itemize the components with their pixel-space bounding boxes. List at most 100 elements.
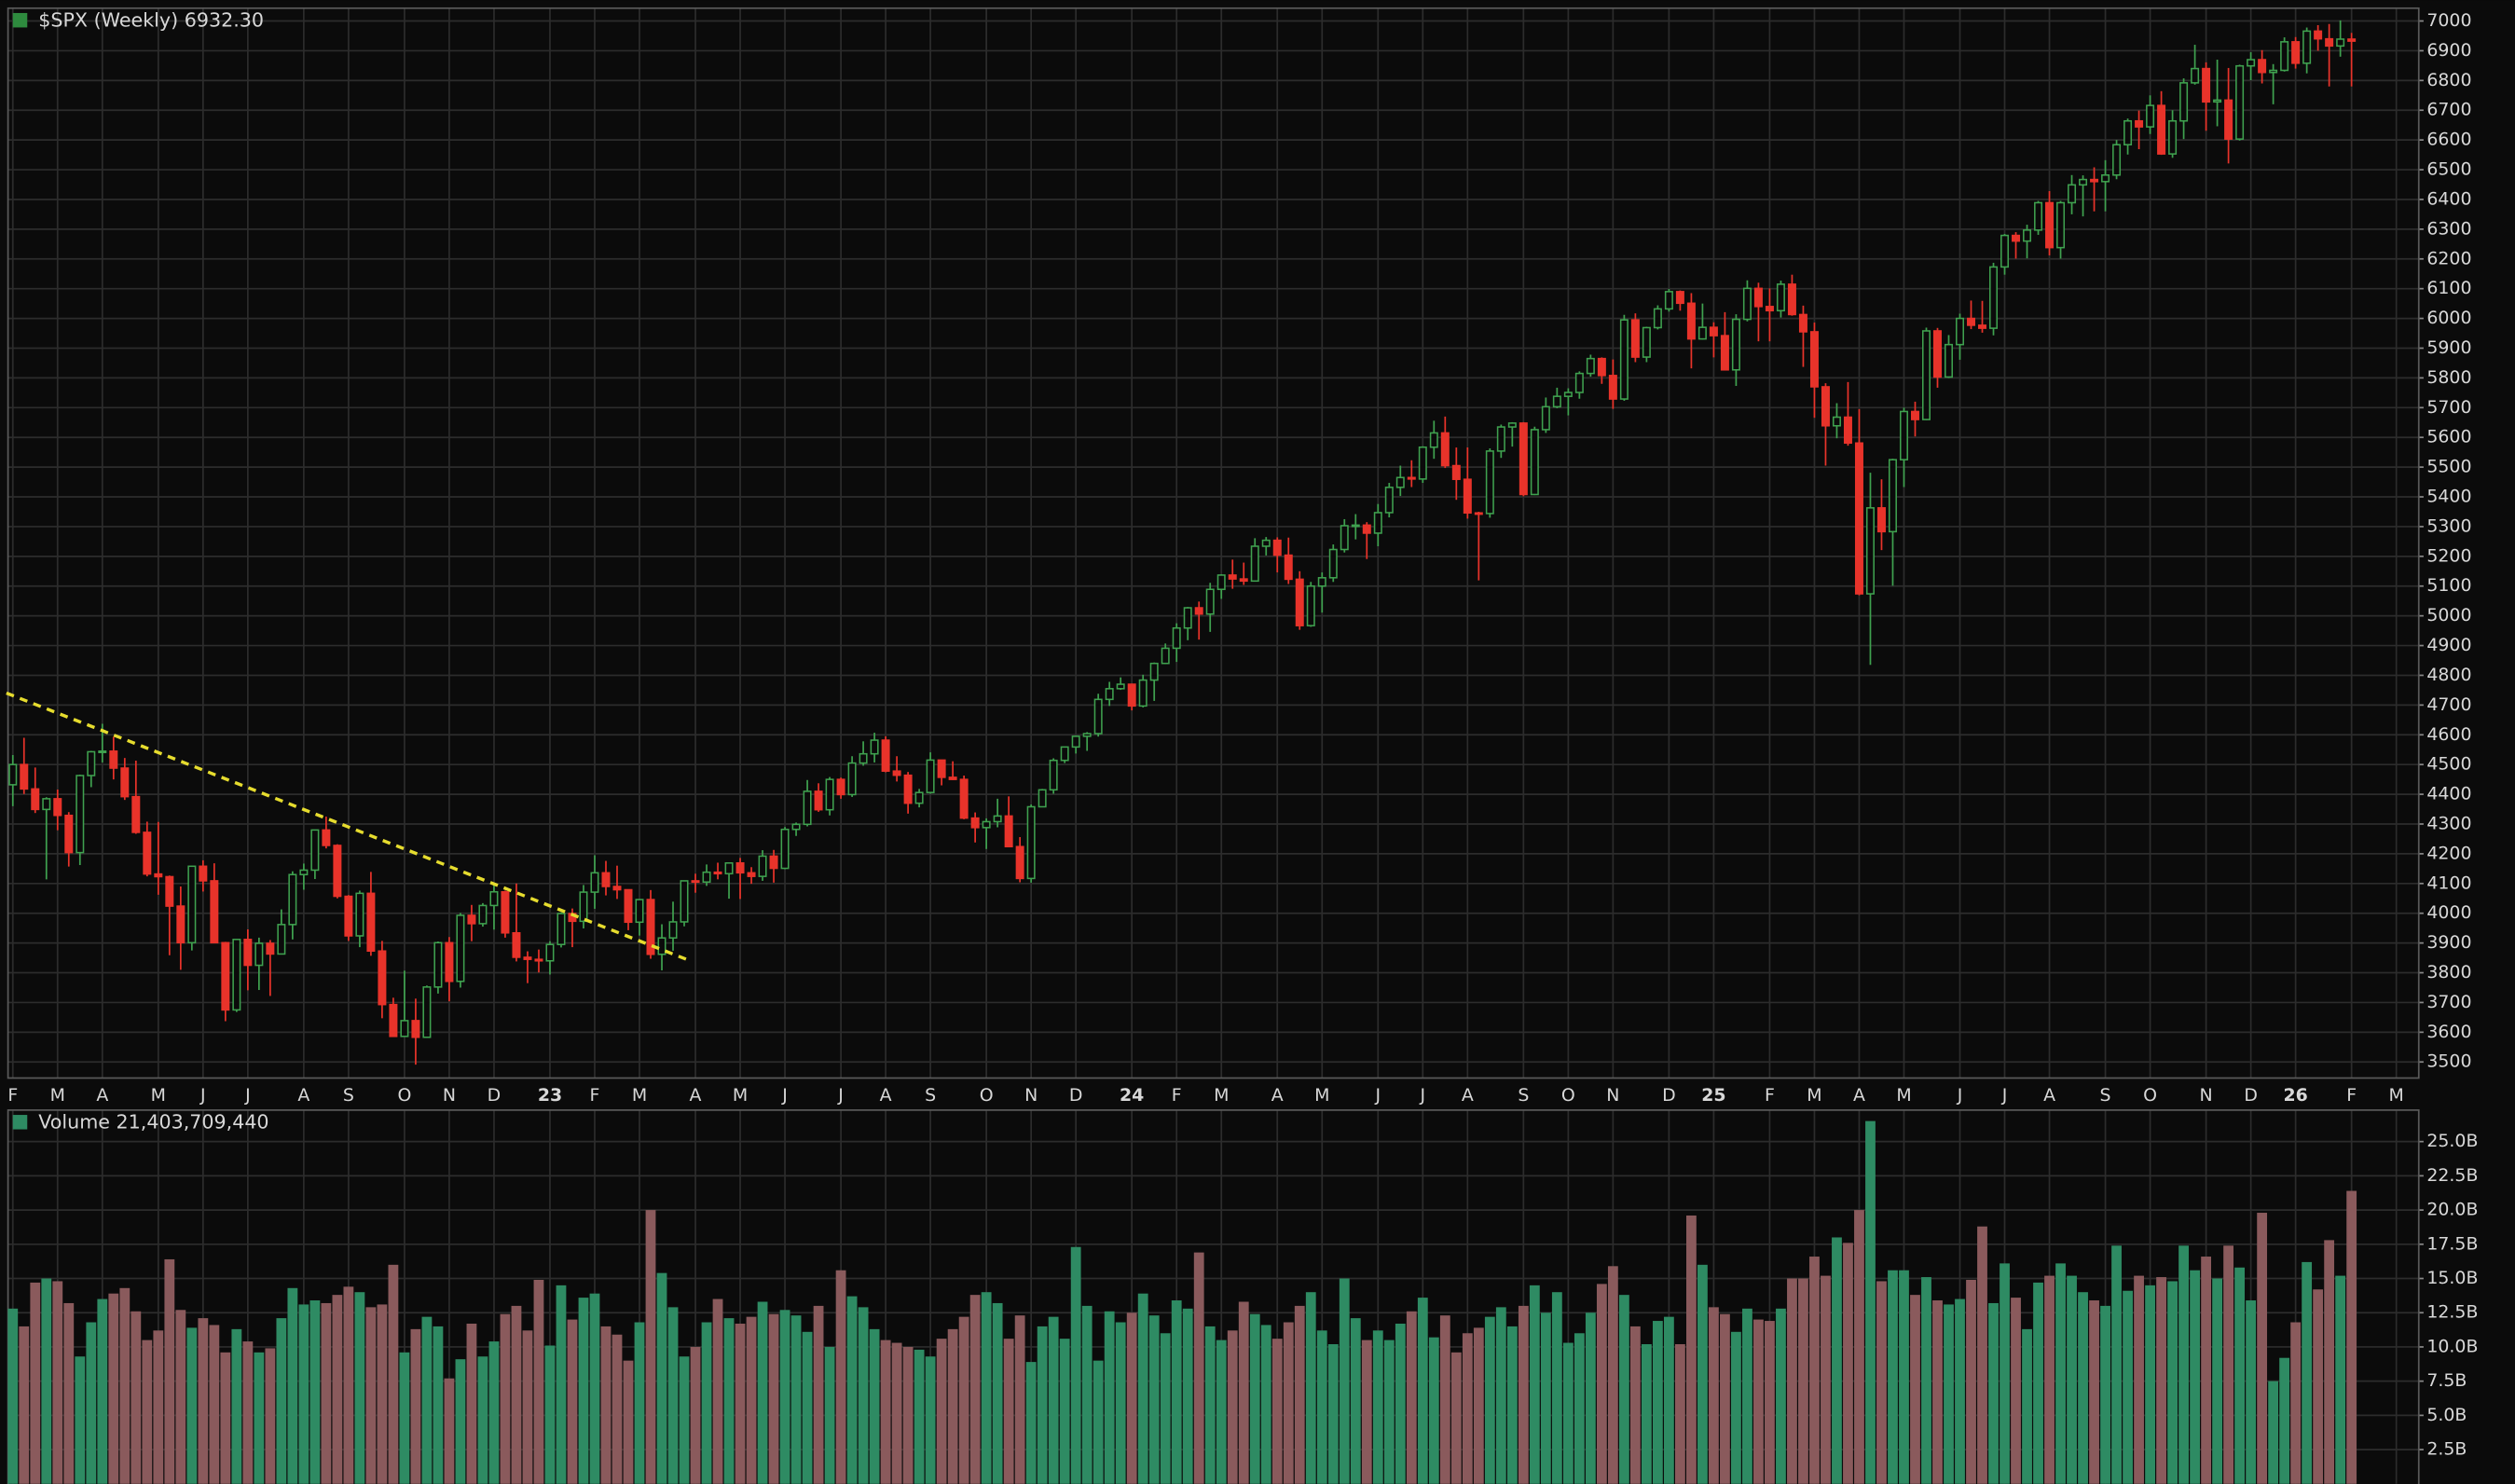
volume-bar bbox=[1003, 1339, 1014, 1484]
candle-body bbox=[1328, 548, 1338, 579]
candle-body bbox=[20, 763, 29, 790]
x-tick-label: A bbox=[690, 1085, 702, 1106]
y-tick-label: 5200 bbox=[2426, 545, 2471, 566]
candle-body bbox=[590, 872, 599, 893]
candle-body bbox=[859, 752, 868, 764]
candle-body bbox=[926, 759, 935, 793]
volume-bar bbox=[1495, 1307, 1506, 1484]
volume-bar bbox=[1059, 1339, 1070, 1484]
candle-body bbox=[914, 791, 924, 804]
x-tick-label: O bbox=[980, 1085, 994, 1106]
candle-body bbox=[747, 872, 756, 877]
candle-body bbox=[1664, 291, 1673, 310]
x-tick-label: O bbox=[2143, 1085, 2157, 1106]
candle-body bbox=[814, 790, 823, 811]
volume-bar bbox=[1944, 1304, 1954, 1484]
volume-bar bbox=[1709, 1307, 1719, 1484]
volume-bar bbox=[1865, 1120, 1876, 1484]
candle-body bbox=[1407, 476, 1416, 480]
volume-bar bbox=[2134, 1275, 2144, 1484]
volume-bar bbox=[2346, 1190, 2357, 1484]
volume-bar bbox=[119, 1287, 131, 1484]
candle-body bbox=[1384, 487, 1394, 514]
candle-body bbox=[1205, 588, 1215, 615]
volume-bar bbox=[19, 1326, 30, 1484]
y-tick-label: 5900 bbox=[2426, 337, 2471, 358]
volume-bar bbox=[1473, 1327, 1484, 1484]
y-tick-label: 2.5B bbox=[2426, 1439, 2467, 1460]
volume-bar bbox=[1641, 1344, 1652, 1484]
candle-body bbox=[993, 815, 1002, 823]
volume-bar bbox=[1821, 1275, 1831, 1484]
candle-body bbox=[310, 829, 320, 872]
y-tick-label: 10.0B bbox=[2426, 1336, 2478, 1356]
volume-bar bbox=[1417, 1298, 1428, 1484]
candle-body bbox=[1194, 607, 1203, 615]
volume-bar bbox=[958, 1316, 969, 1484]
y-tick-label: 6500 bbox=[2426, 159, 2471, 180]
candle-body bbox=[1821, 386, 1830, 427]
candle-body bbox=[579, 891, 588, 923]
volume-bar bbox=[1518, 1305, 1529, 1484]
volume-bar bbox=[1529, 1285, 1540, 1484]
candle-body bbox=[780, 828, 790, 870]
candle-body bbox=[803, 790, 812, 826]
volume-bar bbox=[1540, 1312, 1551, 1484]
candle-body bbox=[154, 873, 163, 878]
candle-body bbox=[254, 942, 264, 967]
candle-body bbox=[199, 865, 208, 882]
volume-bar bbox=[1439, 1315, 1450, 1484]
candle-body bbox=[1899, 410, 1908, 460]
volume-bar bbox=[712, 1298, 723, 1484]
x-tick-label: F bbox=[2346, 1085, 2357, 1106]
y-tick-label: 5500 bbox=[2426, 457, 2471, 477]
volume-bar bbox=[2302, 1261, 2313, 1484]
volume-bar bbox=[701, 1322, 712, 1484]
volume-bar bbox=[1428, 1337, 1439, 1484]
volume-bar bbox=[2123, 1290, 2133, 1484]
volume-bar bbox=[1955, 1298, 1965, 1484]
x-tick-label: J bbox=[1374, 1085, 1381, 1106]
volume-bar bbox=[969, 1295, 981, 1484]
volume-bar bbox=[287, 1287, 298, 1484]
volume-bar bbox=[936, 1339, 947, 1484]
volume-bar bbox=[164, 1258, 175, 1484]
y-tick-label: 4500 bbox=[2426, 754, 2471, 775]
candle-body bbox=[433, 941, 443, 988]
volume-bar bbox=[1383, 1340, 1395, 1484]
chart-title: $SPX (Weekly) 6932.30 bbox=[38, 9, 264, 32]
volume-bar bbox=[365, 1307, 377, 1484]
price-panel bbox=[7, 7, 2420, 1079]
candle-body bbox=[333, 845, 342, 898]
candle-body bbox=[210, 880, 219, 944]
candle-body bbox=[165, 875, 174, 907]
volume-bar bbox=[1910, 1295, 1920, 1484]
candle-body bbox=[1496, 426, 1505, 452]
volume-bar bbox=[1776, 1308, 1786, 1484]
volume-bar bbox=[981, 1292, 992, 1484]
candle-body bbox=[120, 767, 130, 798]
y-tick-label: 20.0B bbox=[2426, 1200, 2478, 1220]
x-tick-label: A bbox=[1271, 1085, 1284, 1106]
candle-body bbox=[42, 798, 51, 811]
candle-body bbox=[970, 817, 980, 829]
y-tick-label: 22.5B bbox=[2426, 1165, 2478, 1186]
volume-bar bbox=[1506, 1326, 1518, 1484]
x-tick-label: N bbox=[1024, 1085, 1038, 1106]
candle-body bbox=[1138, 679, 1148, 708]
volume-icon bbox=[12, 1115, 28, 1130]
volume-bar bbox=[1182, 1308, 1193, 1484]
volume-bar bbox=[1305, 1292, 1316, 1484]
candle-body bbox=[1172, 626, 1181, 650]
candle-body bbox=[545, 943, 555, 962]
candle-body bbox=[657, 937, 667, 955]
volume-bar bbox=[869, 1328, 880, 1484]
candle-body bbox=[791, 823, 801, 831]
candle-body bbox=[948, 776, 957, 780]
volume-bar bbox=[2078, 1292, 2088, 1484]
candle-body bbox=[2302, 30, 2312, 64]
candle-body bbox=[1440, 432, 1450, 467]
candle-body bbox=[635, 899, 644, 924]
volume-bar bbox=[2055, 1263, 2066, 1484]
y-tick-label: 4200 bbox=[2426, 843, 2471, 863]
